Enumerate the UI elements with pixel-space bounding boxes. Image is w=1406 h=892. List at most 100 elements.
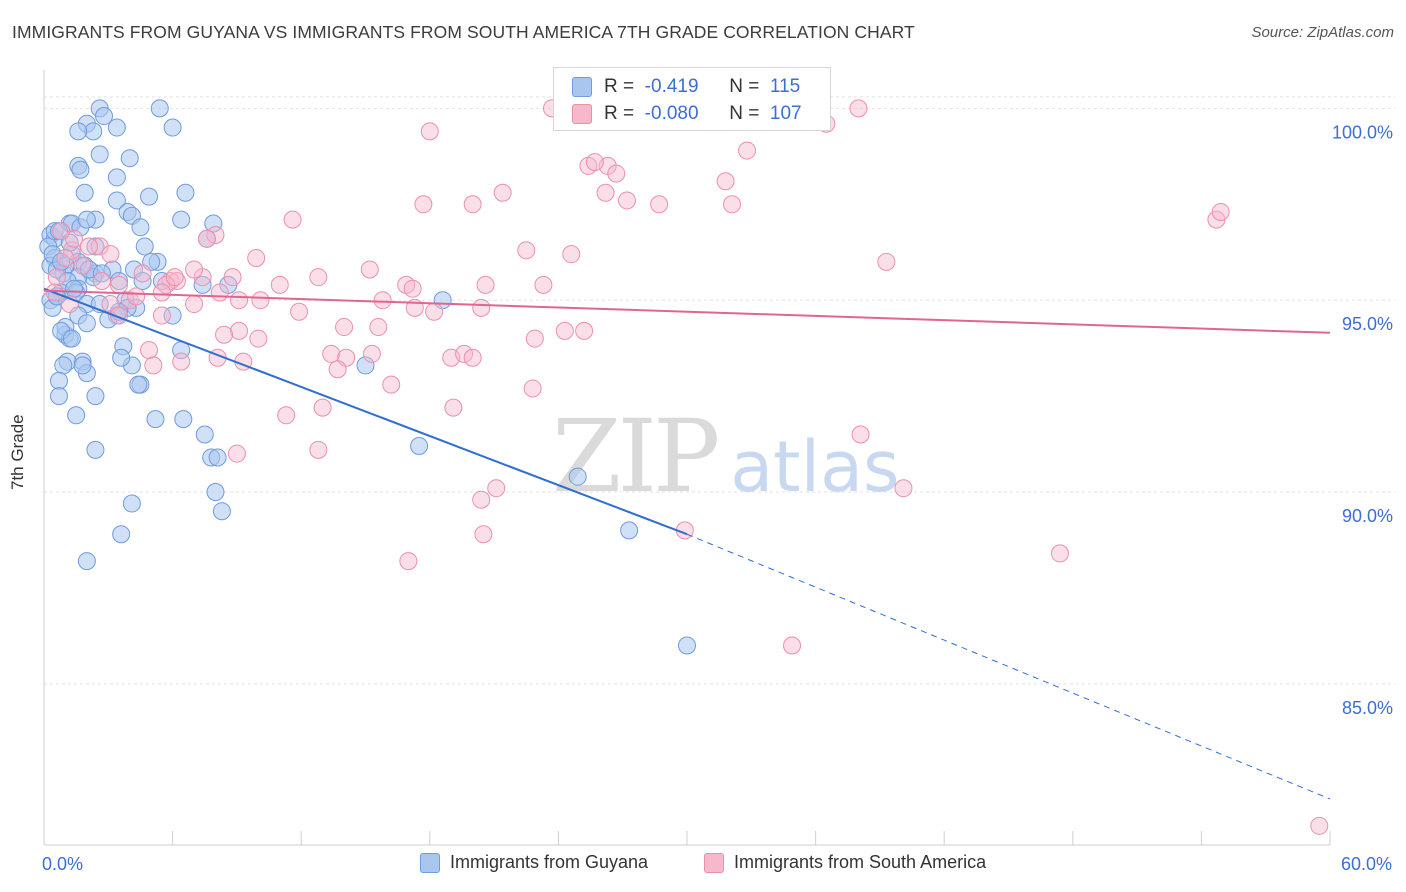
trend-line-guyana [43,287,688,536]
south-america-point [414,195,433,214]
legend: Immigrants from Guyana Immigrants from S… [0,848,1406,880]
guyana-point [122,494,141,513]
south-america-point [596,183,615,202]
south-america-point [309,268,328,287]
guyana-point [50,387,69,406]
south-america-point [487,479,506,498]
south-america-point [313,398,332,417]
guyana-point [107,118,126,137]
south-america-point [249,329,268,348]
guyana-point [146,410,165,429]
south-america-point [360,260,379,279]
south-america-point [133,264,152,283]
x-tick-label-max: 60.0% [1341,854,1392,874]
stats-row-guyana: R = -0.419 N = 115 [572,76,800,98]
south-america-point [251,291,270,310]
south-america-point [197,229,216,248]
south-america-point [73,256,92,275]
south-america-point [56,248,75,267]
south-america-point [215,325,234,344]
guyana-point [163,306,182,325]
south-america-point [247,248,266,267]
south-america-point [403,279,422,298]
guyana-point [95,107,114,126]
south-america-point [650,195,669,214]
stats-n-value: 115 [769,76,801,97]
stats-swatch-guyana [572,77,592,97]
south-america-point [369,318,388,337]
legend-swatch-guyana [420,852,440,873]
y-tick-label: 90.0% [1342,506,1393,526]
guyana-point [193,275,212,294]
y-tick-label: 100.0% [1332,122,1393,142]
guyana-point [204,214,223,233]
guyana-point [67,406,86,425]
guyana-point [120,149,139,168]
x-tick-label-min: 0.0% [42,854,83,874]
south-america-point [399,552,418,571]
south-america-point [277,406,296,425]
south-america-point [382,375,401,394]
guyana-point [212,502,231,521]
guyana-point [86,440,105,459]
guyana-point [77,552,96,571]
guyana-point [71,160,90,179]
guyana-point [50,371,69,390]
south-america-point [47,268,66,287]
south-america-point [851,425,870,444]
guyana-point [69,122,88,141]
south-america-point [455,344,474,363]
south-america-point [472,298,491,317]
y-axis-label: 7th Grade [8,414,27,490]
guyana-point [112,348,131,367]
guyana-point [176,183,195,202]
south-america-point [783,636,802,655]
south-america-point [1310,816,1329,835]
south-america-point [206,225,225,244]
guyana-point [172,210,191,229]
trend-line-south-america [43,289,1331,334]
legend-label-guyana: Immigrants from Guyana [450,852,649,872]
south-america-point [90,237,109,256]
legend-swatch-south-america [704,852,724,873]
guyana-point [54,356,73,375]
south-america-point [270,275,289,294]
south-america-point [362,344,381,363]
south-america-point [101,245,120,264]
guyana-point [410,436,429,455]
guyana-point [62,329,81,348]
legend-item-south-america[interactable]: Immigrants from South America [704,852,986,873]
south-america-point [223,268,242,287]
south-america-point [517,241,536,260]
stats-r-value: -0.419 [644,76,699,97]
series-guyana-points [39,99,696,655]
guyana-point [678,636,696,655]
south-america-point [420,122,439,141]
guyana-point [112,525,131,544]
south-america-point [230,291,249,310]
south-america-point [152,283,171,302]
south-america-point [525,329,544,348]
trend-line-guyana-extension [686,533,1331,800]
south-america-point [152,306,171,325]
south-america-point [877,252,896,271]
trend-lines [43,287,1331,800]
south-america-point [534,275,553,294]
guyana-point [208,448,227,467]
stats-r-label: R = [604,103,635,124]
south-america-point [140,341,159,360]
guyana-point [356,356,375,375]
south-america-point [894,479,913,498]
guyana-point [86,237,105,256]
legend-item-guyana[interactable]: Immigrants from Guyana [420,852,648,873]
stats-swatch-south-america [572,104,592,124]
y-tick-label: 95.0% [1342,314,1393,334]
series-south-america-points [45,99,1329,835]
guyana-point [620,521,639,540]
stats-n-value: 107 [769,103,802,124]
guyana-point [65,279,84,298]
guyana-point [90,145,109,164]
guyana-point [150,99,169,118]
south-america-point [290,302,309,321]
